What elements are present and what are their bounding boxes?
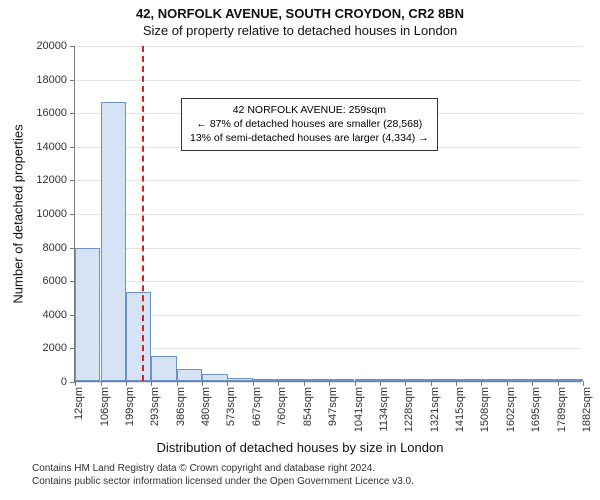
plot-area: 42 NORFOLK AVENUE: 259sqm ← 87% of detac…: [74, 46, 582, 382]
histogram-bar: [431, 379, 456, 381]
footer-line-1: Contains HM Land Registry data © Crown c…: [32, 462, 414, 475]
chart-footer: Contains HM Land Registry data © Crown c…: [32, 462, 414, 488]
xtick-label: 1695sqm: [530, 387, 542, 432]
ytick-label: 14000: [36, 141, 75, 153]
xtick-mark: [583, 381, 584, 386]
xtick-label: 760sqm: [276, 387, 288, 426]
histogram-bar: [227, 378, 252, 381]
xtick-label: 1134sqm: [378, 387, 390, 431]
xtick-label: 1228sqm: [403, 387, 415, 432]
info-line-3: 13% of semi-detached houses are larger (…: [190, 131, 429, 145]
histogram-bar: [202, 374, 227, 381]
ytick-label: 6000: [43, 275, 75, 287]
histogram-bar: [126, 292, 151, 381]
histogram-bar: [278, 379, 303, 381]
ytick-label: 2000: [43, 342, 75, 354]
xtick-mark: [329, 381, 330, 386]
histogram-bar: [355, 379, 380, 381]
xtick-mark: [253, 381, 254, 386]
xtick-mark: [431, 381, 432, 386]
xtick-label: 199sqm: [124, 387, 136, 426]
histogram-bar: [304, 379, 329, 381]
histogram-bar: [380, 379, 405, 381]
xtick-mark: [278, 381, 279, 386]
histogram-bar: [405, 379, 430, 381]
gridline: [75, 80, 582, 81]
xtick-label: 1789sqm: [556, 387, 568, 432]
xtick-mark: [481, 381, 482, 386]
gridline: [75, 214, 582, 215]
ytick-label: 8000: [43, 242, 75, 254]
xtick-label: 480sqm: [200, 387, 212, 426]
xtick-label: 854sqm: [302, 387, 314, 426]
xtick-label: 106sqm: [99, 387, 111, 426]
xtick-mark: [456, 381, 457, 386]
xtick-label: 12sqm: [73, 387, 85, 420]
gridline: [75, 248, 582, 249]
xtick-mark: [532, 381, 533, 386]
xtick-label: 947sqm: [327, 387, 339, 426]
xtick-label: 386sqm: [175, 387, 187, 426]
xtick-mark: [202, 381, 203, 386]
reference-line: [142, 46, 144, 381]
xtick-label: 1415sqm: [454, 387, 466, 432]
histogram-bar: [101, 102, 126, 381]
xtick-mark: [126, 381, 127, 386]
xtick-mark: [101, 381, 102, 386]
info-line-1: 42 NORFOLK AVENUE: 259sqm: [190, 103, 429, 117]
histogram-bar: [558, 379, 583, 381]
xtick-label: 573sqm: [225, 387, 237, 426]
xtick-mark: [304, 381, 305, 386]
xtick-mark: [355, 381, 356, 386]
property-size-chart: 42, NORFOLK AVENUE, SOUTH CROYDON, CR2 8…: [0, 0, 600, 500]
info-line-2: ← 87% of detached houses are smaller (28…: [190, 117, 429, 131]
histogram-bar: [532, 379, 557, 381]
xtick-mark: [177, 381, 178, 386]
histogram-bar: [507, 379, 532, 381]
gridline: [75, 281, 582, 282]
histogram-bar: [177, 369, 202, 381]
histogram-bar: [456, 379, 481, 381]
x-axis-label: Distribution of detached houses by size …: [157, 440, 444, 455]
ytick-label: 20000: [36, 40, 75, 52]
footer-line-2: Contains public sector information licen…: [32, 475, 414, 488]
xtick-label: 293sqm: [149, 387, 161, 426]
xtick-mark: [75, 381, 76, 386]
xtick-mark: [405, 381, 406, 386]
histogram-bar: [329, 379, 354, 381]
ytick-label: 12000: [36, 174, 75, 186]
y-axis-label: Number of detached properties: [11, 124, 26, 303]
chart-subtitle: Size of property relative to detached ho…: [0, 21, 600, 38]
ytick-label: 10000: [36, 208, 75, 220]
xtick-mark: [507, 381, 508, 386]
chart-title: 42, NORFOLK AVENUE, SOUTH CROYDON, CR2 8…: [0, 0, 600, 21]
xtick-mark: [380, 381, 381, 386]
gridline: [75, 46, 582, 47]
gridline: [75, 180, 582, 181]
xtick-mark: [227, 381, 228, 386]
xtick-mark: [558, 381, 559, 386]
histogram-bar: [151, 356, 176, 381]
xtick-label: 1041sqm: [353, 387, 365, 432]
ytick-label: 16000: [36, 107, 75, 119]
ytick-label: 4000: [43, 309, 75, 321]
xtick-label: 1602sqm: [505, 387, 517, 432]
xtick-mark: [151, 381, 152, 386]
info-box: 42 NORFOLK AVENUE: 259sqm ← 87% of detac…: [181, 98, 438, 151]
xtick-label: 1508sqm: [479, 387, 491, 432]
histogram-bar: [253, 379, 278, 381]
ytick-label: 18000: [36, 74, 75, 86]
histogram-bar: [75, 248, 100, 381]
histogram-bar: [481, 379, 506, 381]
xtick-label: 667sqm: [251, 387, 263, 426]
xtick-label: 1321sqm: [429, 387, 441, 432]
xtick-label: 1882sqm: [581, 387, 593, 432]
